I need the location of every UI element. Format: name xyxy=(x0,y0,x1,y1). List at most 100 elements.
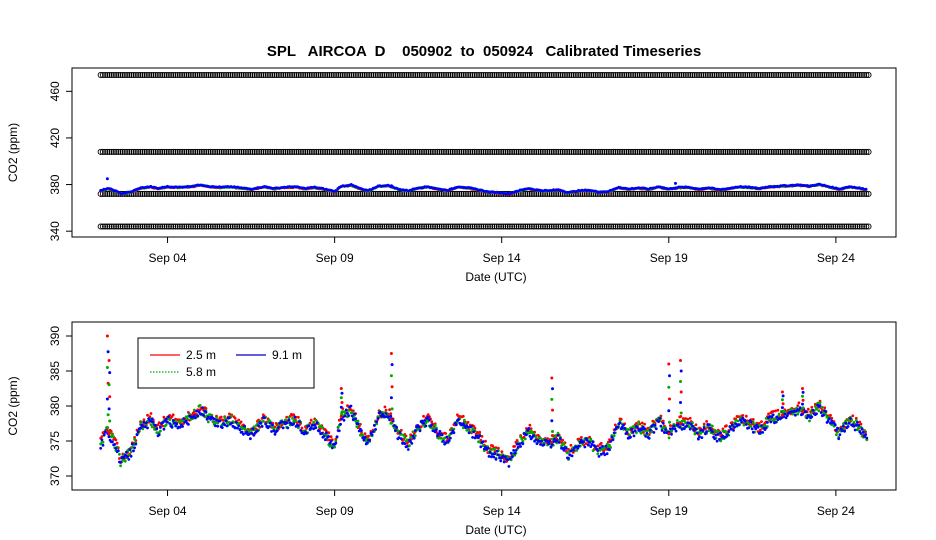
reference-point xyxy=(764,223,771,230)
reference-point xyxy=(797,71,804,79)
reference-point xyxy=(172,71,179,79)
reference-point xyxy=(546,71,553,79)
reference-point xyxy=(718,148,725,155)
data-point xyxy=(405,438,409,442)
data-point xyxy=(519,445,522,448)
reference-point xyxy=(817,148,824,155)
reference-point xyxy=(207,190,214,197)
data-point xyxy=(824,410,828,413)
reference-point xyxy=(130,223,137,230)
reference-point xyxy=(269,71,276,79)
reference-point xyxy=(225,223,232,230)
reference-point xyxy=(847,223,854,230)
reference-point xyxy=(658,71,665,79)
reference-point xyxy=(187,190,194,197)
data-point xyxy=(292,413,296,417)
reference-point xyxy=(132,223,139,230)
reference-point xyxy=(775,223,782,230)
reference-point xyxy=(709,71,716,79)
reference-point xyxy=(381,190,388,197)
reference-point xyxy=(462,223,469,230)
reference-point xyxy=(847,148,854,155)
data-point xyxy=(215,416,218,420)
x-tick-label: Sep 24 xyxy=(817,504,855,518)
data-point xyxy=(784,416,788,420)
data-point xyxy=(334,439,338,443)
data-point xyxy=(661,421,665,425)
reference-point xyxy=(753,148,760,155)
reference-point xyxy=(522,190,529,197)
reference-point xyxy=(284,190,291,197)
reference-point xyxy=(117,148,124,155)
reference-point xyxy=(179,223,186,230)
reference-point xyxy=(203,190,210,197)
reference-point xyxy=(720,71,727,79)
reference-point xyxy=(799,190,806,197)
reference-point xyxy=(509,71,516,79)
reference-point xyxy=(522,71,529,79)
reference-point xyxy=(566,223,573,230)
reference-point xyxy=(819,190,826,197)
reference-point xyxy=(247,71,254,79)
reference-point xyxy=(788,71,795,79)
data-point xyxy=(408,444,411,448)
data-point xyxy=(219,415,223,419)
data-point xyxy=(389,184,393,188)
reference-point xyxy=(806,71,813,79)
reference-point xyxy=(374,223,381,230)
reference-point xyxy=(641,71,648,79)
reference-point xyxy=(630,148,637,155)
reference-point xyxy=(583,223,590,230)
spike-point xyxy=(551,387,554,391)
reference-point xyxy=(201,71,208,79)
data-point xyxy=(188,412,192,416)
reference-point xyxy=(231,223,238,230)
reference-point xyxy=(357,190,364,197)
data-point xyxy=(206,420,210,424)
reference-point xyxy=(550,223,557,230)
reference-point xyxy=(614,223,621,230)
y-tick-label: 380 xyxy=(48,174,62,194)
reference-point xyxy=(715,223,722,230)
reference-point xyxy=(649,223,656,230)
legend-label: 5.8 m xyxy=(186,365,216,379)
data-point xyxy=(123,459,127,463)
reference-point xyxy=(436,148,443,155)
reference-point xyxy=(311,148,318,155)
reference-point xyxy=(203,148,210,155)
data-point xyxy=(865,436,869,440)
reference-point xyxy=(605,223,612,230)
reference-point xyxy=(632,148,639,155)
reference-point xyxy=(566,148,573,155)
reference-point xyxy=(326,148,333,155)
data-point xyxy=(596,449,600,452)
data-point xyxy=(116,449,120,453)
reference-point xyxy=(735,71,742,79)
reference-point xyxy=(458,223,465,230)
reference-point xyxy=(667,223,674,230)
reference-point xyxy=(504,71,511,79)
reference-point xyxy=(729,190,736,197)
reference-point xyxy=(429,190,436,197)
reference-point xyxy=(405,148,412,155)
reference-point xyxy=(330,71,337,79)
reference-point xyxy=(282,148,289,155)
reference-point xyxy=(108,223,115,230)
reference-point xyxy=(412,71,419,79)
reference-point xyxy=(704,190,711,197)
reference-point xyxy=(493,223,500,230)
data-point xyxy=(846,418,850,421)
reference-point xyxy=(854,148,861,155)
reference-point xyxy=(97,148,104,155)
reference-point xyxy=(172,223,179,230)
reference-point xyxy=(289,223,296,230)
reference-point xyxy=(385,148,392,155)
reference-point xyxy=(231,71,238,79)
reference-point xyxy=(429,223,436,230)
reference-point xyxy=(781,148,788,155)
reference-point xyxy=(429,148,436,155)
reference-point xyxy=(814,71,821,79)
reference-point xyxy=(555,223,562,230)
data-point xyxy=(599,441,603,445)
data-point xyxy=(461,426,465,430)
